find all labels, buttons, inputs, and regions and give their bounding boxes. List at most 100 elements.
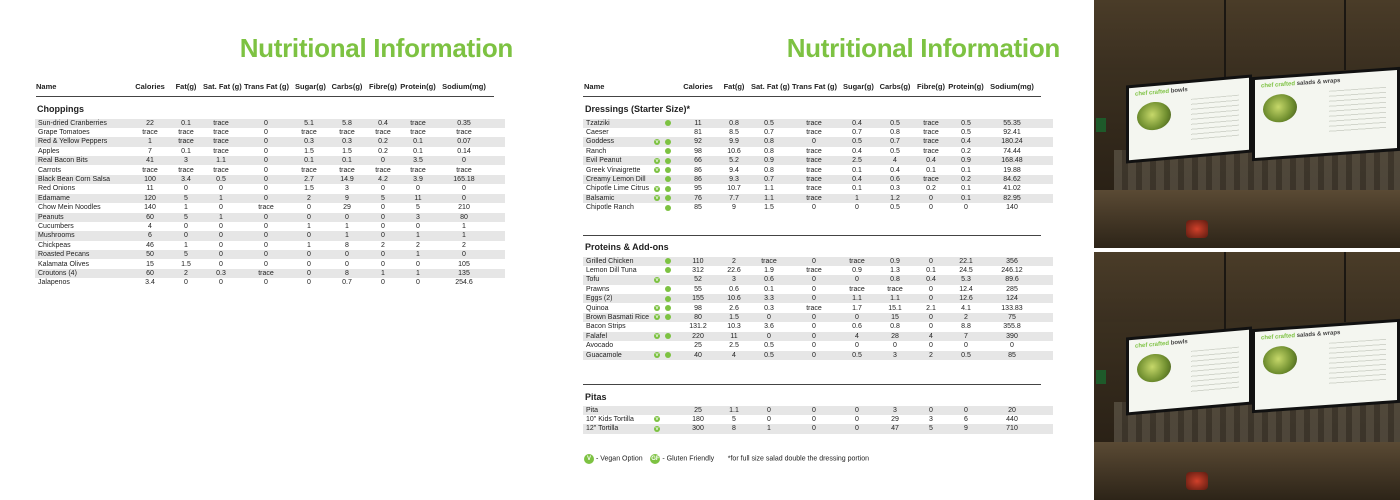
nutrient-value: 105 <box>458 260 470 268</box>
nutrient-value: 3 <box>345 185 349 193</box>
nutrient-value: 92 <box>694 138 702 146</box>
gluten-friendly-badge-icon <box>665 295 671 302</box>
nutrient-value: 24.5 <box>959 267 973 275</box>
section-title: Choppings <box>37 104 84 114</box>
salad-image <box>1263 345 1297 376</box>
column-header-6: Carbs(g) <box>879 82 911 91</box>
menu-screen-bowls: chef crafted bowls <box>1126 74 1252 164</box>
nutrient-value: 2 <box>462 241 466 249</box>
nutrient-value: 1 <box>345 223 349 231</box>
legend: V - Vegan Option GF - Gluten Friendly *f… <box>584 454 869 464</box>
column-header-8: Protein(g) <box>948 82 984 91</box>
table-row: Croutons (4) 60 2 0.3 trace 0 8 1 1 135 <box>35 268 505 279</box>
menu-screen-salads: chef crafted salads & wraps <box>1252 66 1400 162</box>
nutrient-value: 2.5 <box>729 342 739 350</box>
nutrient-value: 9.3 <box>729 176 739 184</box>
nutrient-value: 0 <box>264 129 268 137</box>
nutrient-value: 355.8 <box>1003 323 1021 331</box>
nutrient-value: 0 <box>381 251 385 259</box>
nutrient-value: 3 <box>732 276 736 284</box>
nutrient-value: trace <box>375 166 391 174</box>
nutrient-value: 0 <box>812 257 816 265</box>
screen-title-word: salads & wraps <box>1296 329 1341 340</box>
nutrient-value: 0.4 <box>890 166 900 174</box>
nutrient-value: 0 <box>462 185 466 193</box>
nutrient-value: 4 <box>929 332 933 340</box>
nutrient-value: 0.9 <box>961 157 971 165</box>
nutrient-value: 2 <box>416 241 420 249</box>
nutrient-value: 1 <box>307 241 311 249</box>
item-name: Mushrooms <box>38 232 75 240</box>
nutrient-value: trace <box>923 176 939 184</box>
nutrient-value: trace <box>806 267 822 275</box>
nutrient-value: 0.1 <box>181 119 191 127</box>
nutrient-value: 710 <box>1006 425 1018 433</box>
nutrient-value: 60 <box>146 270 154 278</box>
item-name: Balsamic <box>586 194 615 202</box>
nutrient-value: 0.6 <box>764 276 774 284</box>
nutrient-value: 20 <box>1008 406 1016 414</box>
nutrient-value: 0.8 <box>729 119 739 127</box>
section-title: Dressings (Starter Size)* <box>585 104 691 114</box>
nutrient-value: 81 <box>694 129 702 137</box>
nutrient-value: trace <box>806 129 822 137</box>
nutrient-value: 0.8 <box>764 147 774 155</box>
nutrient-value: 180.24 <box>1001 138 1023 146</box>
nutrient-value: trace <box>806 304 822 312</box>
table-row: Cucumbers 4 0 0 0 1 1 0 0 1 <box>35 222 505 231</box>
nutrient-value: 0.5 <box>890 204 900 212</box>
nutrient-value: 28 <box>891 332 899 340</box>
gluten-friendly-legend-label: - Gluten Friendly <box>662 455 715 463</box>
nutrient-value: 0.2 <box>961 176 971 184</box>
nutrient-value: 1 <box>219 213 223 221</box>
screen-title-word: bowls <box>1170 87 1188 95</box>
header-rule <box>583 96 1041 97</box>
nutrient-value: 0.4 <box>926 157 936 165</box>
table-row: Falafel 220 11 0 0 4 28 4 7 390 V <box>583 331 1053 342</box>
item-name: Apples <box>38 147 60 155</box>
table-row: Mushrooms 6 0 0 0 0 1 0 1 1 <box>35 231 505 241</box>
nutrient-value: 0.1 <box>961 194 971 202</box>
nutrient-value: 7 <box>964 332 968 340</box>
nutrient-value: 15 <box>891 314 899 322</box>
nutrient-value: 29 <box>343 204 351 212</box>
nutrient-value: trace <box>258 270 274 278</box>
table-row: Roasted Pecans 50 5 0 0 0 0 0 1 0 <box>35 250 505 260</box>
nutrient-value: 0 <box>219 241 223 249</box>
nutrient-value: 6 <box>964 416 968 424</box>
nutrient-value: 22.1 <box>959 257 973 265</box>
nutrient-value: 1.7 <box>852 304 862 312</box>
nutrient-value: 0 <box>929 323 933 331</box>
nutrient-value: trace <box>339 129 355 137</box>
nutrient-value: 5 <box>184 194 188 202</box>
nutrient-value: 0 <box>855 276 859 284</box>
gluten-friendly-badge-icon <box>665 138 671 145</box>
nutrient-value: 0 <box>767 332 771 340</box>
nutrient-value: 390 <box>1006 332 1018 340</box>
nutrient-value: 9 <box>345 194 349 202</box>
item-name: 12" Tortilla <box>586 425 619 433</box>
nutrient-value: 0 <box>812 425 816 433</box>
table-row: Jalapenos 3.4 0 0 0 0 0.7 0 0 254.6 <box>35 278 505 287</box>
table-row: Edamame 120 5 1 0 2 9 5 11 0 <box>35 193 505 204</box>
nutrient-value: 8.8 <box>961 323 971 331</box>
nutrient-value: 0 <box>307 279 311 287</box>
nutrient-value: 3 <box>929 416 933 424</box>
nutrient-value: 0.5 <box>764 342 774 350</box>
nutrient-value: 0.1 <box>961 166 971 174</box>
screen-mount <box>1224 252 1226 330</box>
nutrient-value: 0.5 <box>961 129 971 137</box>
bowl-image <box>1137 100 1171 132</box>
screen-title: chef crafted salads & wraps <box>1261 330 1340 342</box>
column-header-2: Fat(g) <box>175 82 197 91</box>
nutrient-value: 1.5 <box>342 147 352 155</box>
nutrient-value: 0 <box>381 279 385 287</box>
nutrient-value: 0.8 <box>890 323 900 331</box>
bowl-image <box>1137 352 1171 384</box>
nutrient-value: 2.5 <box>852 157 862 165</box>
column-header-8: Protein(g) <box>400 82 436 91</box>
nutrient-value: 89.6 <box>1005 276 1019 284</box>
nutrient-value: 0 <box>264 279 268 287</box>
vegan-badge-icon: V <box>654 185 660 192</box>
nutrient-value: 3 <box>184 157 188 165</box>
